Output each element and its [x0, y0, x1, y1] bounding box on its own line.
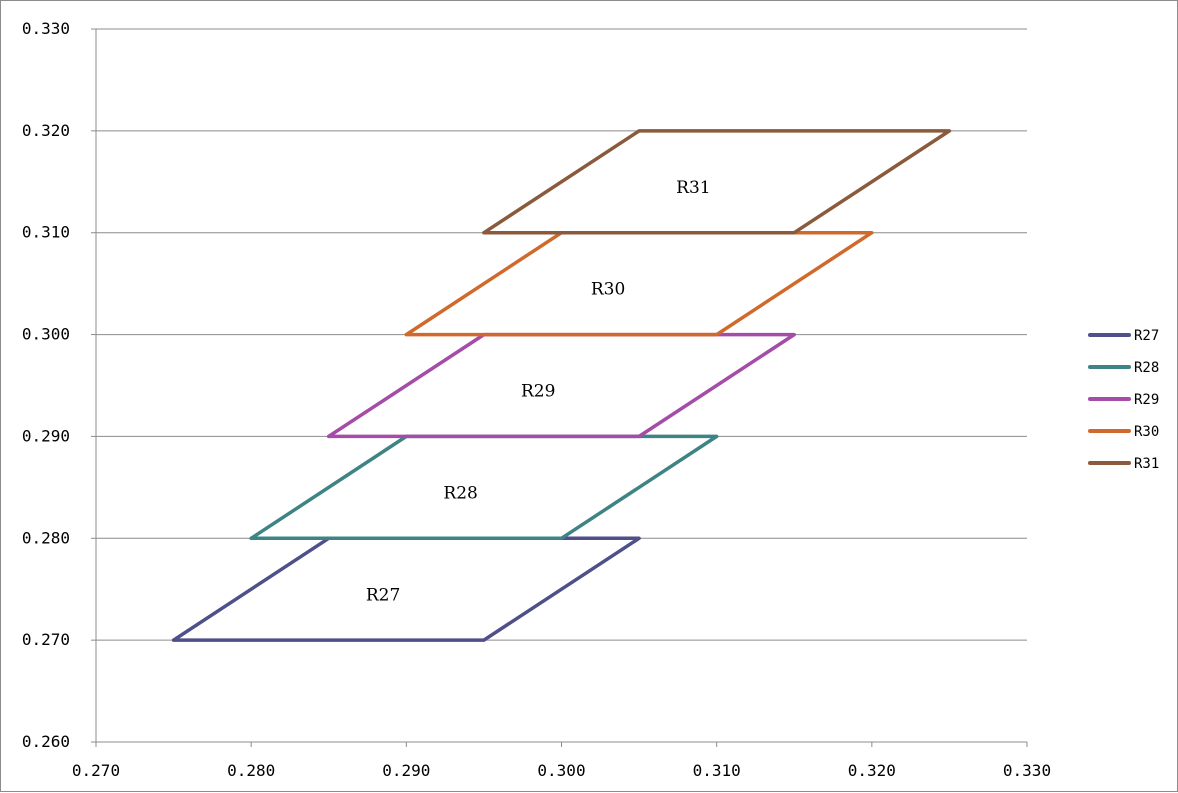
- series-line-r31: [482, 129, 952, 235]
- y-tick-label: 0.270: [22, 630, 70, 649]
- region-label-r28: R28: [443, 483, 477, 503]
- axes: 0.2600.2700.2800.2900.3000.3100.3200.330…: [22, 19, 1051, 780]
- legend-item-r27: R27: [1088, 328, 1159, 344]
- legend-item-r29: R29: [1088, 392, 1159, 408]
- legend-item-r30: R30: [1088, 424, 1159, 440]
- legend-label: R27: [1134, 328, 1159, 344]
- region-label-r31: R31: [676, 178, 710, 198]
- series-line-r28: [249, 434, 719, 541]
- legend-item-r28: R28: [1088, 360, 1159, 376]
- x-tick-label: 0.310: [693, 761, 741, 780]
- legend: R27 R28 R29 R30 R31: [1088, 328, 1159, 472]
- legend-item-r31: R31: [1088, 456, 1159, 472]
- x-tick-label: 0.270: [72, 761, 120, 780]
- y-tick-label: 0.260: [22, 732, 70, 751]
- x-tick-label: 0.290: [382, 761, 430, 780]
- x-tick-label: 0.300: [537, 761, 585, 780]
- y-tick-label: 0.300: [22, 325, 70, 344]
- legend-label: R29: [1134, 392, 1159, 408]
- y-tick-label: 0.320: [22, 121, 70, 140]
- series-line-r27: [171, 536, 641, 642]
- region-label-r29: R29: [521, 382, 555, 402]
- legend-label: R30: [1134, 424, 1159, 440]
- series-group: [171, 129, 952, 642]
- series-line-r29: [326, 332, 796, 439]
- legend-label: R28: [1134, 360, 1159, 376]
- legend-label: R31: [1134, 456, 1159, 472]
- y-tick-label: 0.330: [22, 19, 70, 38]
- x-tick-label: 0.320: [848, 761, 896, 780]
- x-tick-label: 0.280: [227, 761, 275, 780]
- series-line-r30: [404, 230, 874, 337]
- region-labels: R27 R28 R29 R30 R31: [366, 178, 711, 605]
- y-tick-label: 0.310: [22, 223, 70, 242]
- region-label-r30: R30: [591, 280, 625, 300]
- region-label-r27: R27: [366, 585, 400, 605]
- y-tick-label: 0.290: [22, 426, 70, 445]
- y-tick-label: 0.280: [22, 528, 70, 547]
- x-tick-label: 0.330: [1003, 761, 1051, 780]
